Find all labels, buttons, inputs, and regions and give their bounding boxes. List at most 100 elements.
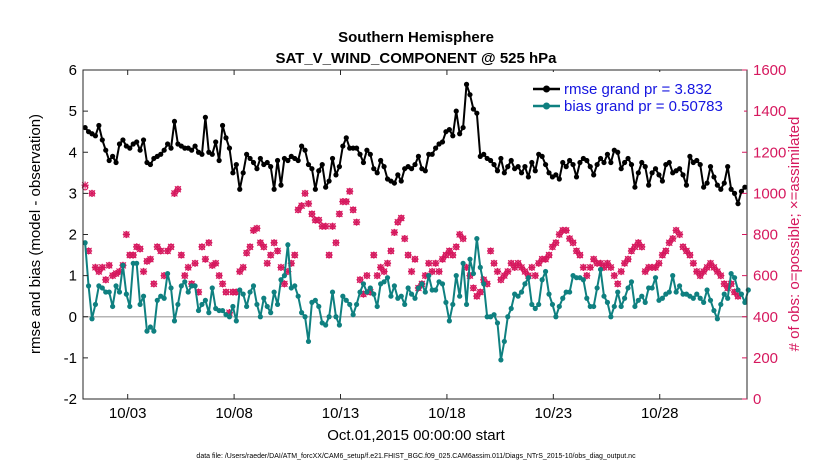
x-axis-ticks: 10/03 10/08 10/13 10/18 10/23 10/28 [109, 70, 679, 422]
obs-assimilated-point [528, 263, 536, 271]
obs-assimilated-point [346, 187, 354, 195]
obs-assimilated-point [322, 222, 330, 230]
bias-point [254, 301, 260, 308]
bias-point [711, 307, 717, 314]
rmse-point [209, 151, 215, 157]
obs-assimilated-point [304, 200, 313, 208]
obs-assimilated-point [215, 272, 223, 280]
rmse-point [491, 161, 497, 168]
x-tick-label: 10/23 [535, 405, 573, 422]
obs-assimilated-point [562, 226, 570, 234]
obs-assimilated-point [177, 251, 185, 259]
obs-assimilated-point [686, 251, 694, 259]
rmse-point [652, 166, 659, 172]
y-axis-ticks: -2 -1 0 1 2 3 4 5 6 [64, 62, 88, 408]
rmse-point [319, 161, 325, 168]
bias-point [584, 295, 590, 301]
rmse-point [244, 151, 250, 157]
obs-assimilated-point [102, 276, 110, 284]
obs-assimilated-point [490, 259, 498, 267]
bias-point [673, 289, 679, 295]
obs-assimilated-point [425, 259, 433, 267]
rmse-point [450, 133, 456, 139]
bias-point [329, 289, 336, 295]
bias-point [694, 291, 700, 297]
bias-point [639, 293, 645, 299]
legend-box [528, 72, 744, 112]
obs-assimilated-point [717, 272, 725, 280]
rmse-point [326, 178, 332, 184]
bias-point [367, 285, 373, 291]
rmse-point [515, 164, 521, 170]
obs-assimilated-point [432, 259, 440, 267]
bias-point [384, 275, 391, 281]
obs-assimilated-point [672, 226, 680, 234]
obs-assimilated-point [514, 259, 522, 267]
rmse-point [257, 155, 263, 162]
rmse-point [299, 143, 305, 149]
obs-assimilated-point [421, 272, 429, 280]
bias-point [721, 291, 727, 297]
y-tick-label: 3 [69, 185, 77, 202]
rmse-point [333, 172, 339, 178]
obs-assimilated-point [500, 272, 508, 280]
bias-point [278, 277, 284, 283]
rmse-point [628, 161, 635, 168]
bias-point [742, 299, 748, 305]
rmse-point [529, 159, 535, 166]
obs-assimilated-point [466, 272, 474, 280]
bias-point [670, 273, 676, 279]
bias-point [202, 297, 208, 303]
bias-point [398, 293, 404, 299]
rmse-point [725, 164, 731, 170]
rmse-point [268, 164, 274, 170]
bias-point [477, 264, 483, 270]
bias-point [718, 301, 724, 308]
bias-point [402, 301, 408, 308]
obs-assimilated-point [445, 247, 453, 255]
bias-point [261, 295, 267, 301]
rmse-point [467, 92, 473, 98]
obs-assimilated-point [84, 247, 93, 255]
rmse-point [82, 124, 88, 131]
y-right-tick-label: 1000 [753, 185, 786, 202]
obs-assimilated-point [301, 189, 309, 197]
obs-assimilated-point [146, 255, 155, 263]
y-tick-label: 4 [69, 144, 77, 161]
bias-point [326, 314, 332, 320]
bias-point [182, 279, 188, 285]
obs-assimilated-point [693, 267, 701, 276]
obs-assimilated-point [541, 255, 550, 263]
rmse-point [498, 155, 504, 162]
rmse-point [274, 157, 281, 164]
obs-assimilated-point [617, 267, 625, 276]
bias-point [518, 289, 525, 295]
obs-assimilated-point [734, 292, 742, 300]
rmse-point [601, 159, 607, 166]
obs-assimilated-point [610, 272, 618, 280]
rmse-point [560, 159, 566, 166]
bias-point [99, 285, 105, 291]
bias-point [560, 295, 566, 301]
rmse-point [659, 178, 666, 184]
rmse-point [553, 172, 559, 178]
bias-point [491, 312, 497, 318]
rmse-point [676, 166, 683, 172]
obs-assimilated-point [483, 280, 491, 288]
rmse-point [230, 170, 236, 176]
rmse-point [360, 159, 367, 166]
obs-assimilated-point [713, 267, 721, 276]
obs-assimilated-point [222, 288, 230, 296]
rmse-point [140, 137, 147, 143]
bias-point [144, 328, 150, 334]
bias-point [439, 281, 446, 287]
bias-point [271, 289, 277, 295]
rmse-point [329, 155, 336, 162]
bias-point [244, 303, 250, 310]
bias-point [446, 318, 452, 324]
rmse-point [168, 145, 174, 151]
rmse-point [738, 188, 745, 194]
obs-assimilated-point [724, 284, 732, 292]
obs-assimilated-point [486, 247, 495, 255]
bias-point [82, 240, 88, 246]
